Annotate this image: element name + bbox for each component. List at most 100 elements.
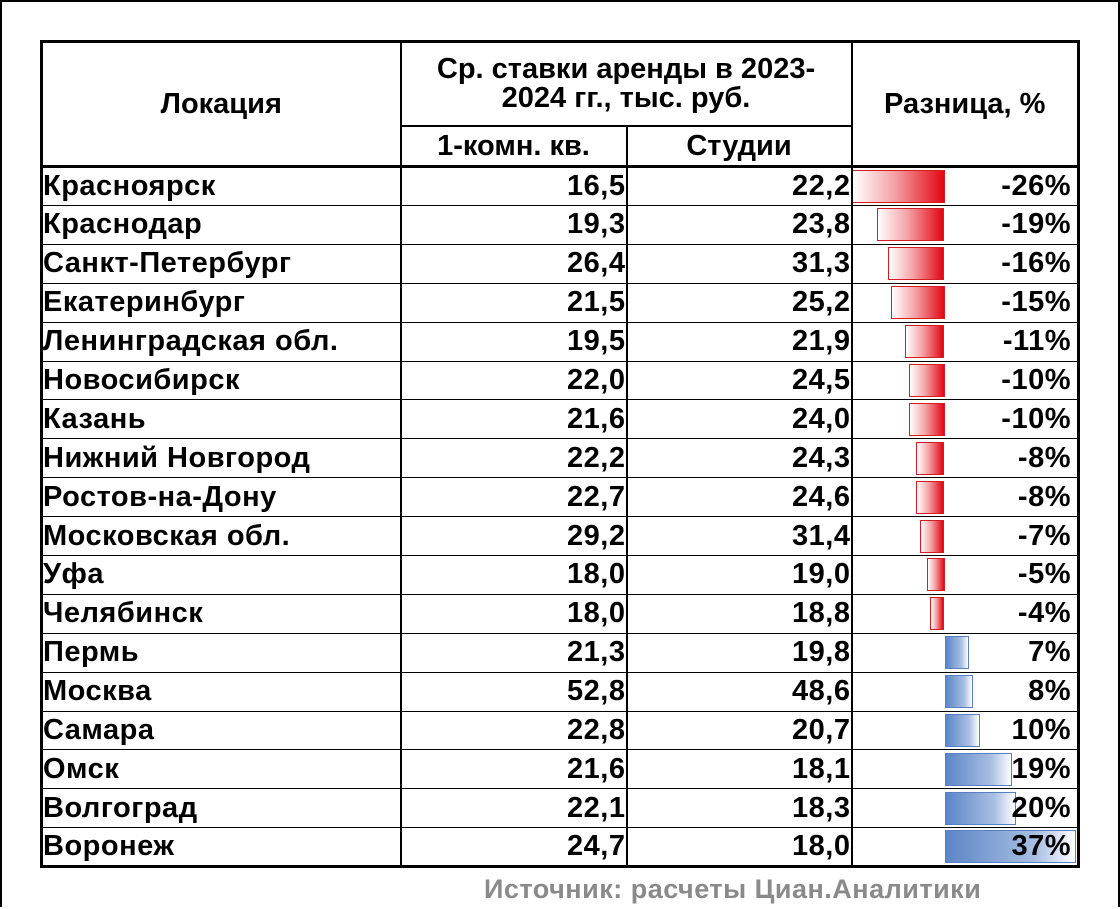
difference-bar	[944, 752, 1012, 786]
difference-value: 7%	[1028, 636, 1071, 669]
table-row: Уфа 18,0 19,0 -5%	[41, 555, 1079, 595]
cell-difference: -15%	[851, 282, 1079, 323]
difference-bar	[887, 247, 945, 281]
header-location: Локация	[41, 41, 402, 167]
cell-studio-rate: 23,8	[626, 205, 853, 245]
cell-location: Воронеж	[41, 827, 402, 867]
cell-one-room-rate: 21,3	[400, 632, 628, 673]
cell-studio-rate: 24,5	[626, 360, 853, 400]
header-studio: Студии	[686, 129, 792, 162]
difference-bar	[944, 636, 970, 670]
cell-location: Пермь	[41, 632, 402, 673]
cell-difference: 7%	[851, 632, 1079, 673]
cell-one-room-rate: 22,0	[400, 360, 628, 400]
cell-studio-rate: 18,8	[626, 593, 853, 634]
table-row: Ленинградская обл. 19,5 21,9 -11%	[41, 321, 1079, 362]
table-row: Ростов-на-Дону 22,7 24,6 -8%	[41, 477, 1079, 517]
difference-value: -26%	[1001, 170, 1071, 202]
difference-value: -15%	[1001, 286, 1071, 319]
cell-difference: -10%	[851, 360, 1079, 400]
cell-difference: 19%	[851, 749, 1079, 789]
cell-studio-rate: 22,2	[626, 166, 853, 206]
difference-bar	[919, 519, 945, 553]
cell-studio-rate: 48,6	[626, 671, 853, 712]
table-row: Новосибирск 22,0 24,5 -10%	[41, 360, 1079, 400]
cell-difference: 37%	[851, 827, 1079, 867]
cell-difference: -4%	[851, 593, 1079, 634]
table-row: Волгоград 22,1 18,3 20%	[41, 788, 1079, 828]
cell-one-room-rate: 26,4	[400, 243, 628, 284]
difference-value: 8%	[1028, 675, 1071, 708]
cell-difference: 20%	[851, 788, 1079, 828]
difference-value: -16%	[1001, 247, 1071, 280]
cell-one-room-rate: 16,5	[400, 166, 628, 206]
cell-one-room-rate: 22,2	[400, 438, 628, 478]
cell-difference: 10%	[851, 710, 1079, 750]
table-row: Нижний Новгород 22,2 24,3 -8%	[41, 438, 1079, 478]
cell-one-room-rate: 19,5	[400, 321, 628, 362]
cell-one-room-rate: 21,6	[400, 399, 628, 439]
cell-location: Самара	[41, 710, 402, 750]
cell-studio-rate: 20,7	[626, 710, 853, 750]
difference-bar	[891, 286, 945, 320]
difference-bar	[916, 480, 945, 514]
cell-location: Нижний Новгород	[41, 438, 402, 478]
table-row: Воронеж 24,7 18,0 37%	[41, 827, 1079, 867]
table-body: Красноярск 16,5 22,2 -26% Краснодар 19,3 23,8-…	[41, 166, 1079, 867]
table-row: Казань 21,6 24,0 -10%	[41, 399, 1079, 439]
cell-location: Санкт-Петербург	[41, 243, 402, 284]
difference-bar	[905, 325, 945, 359]
cell-one-room-rate: 24,7	[400, 827, 628, 867]
difference-bar	[852, 170, 945, 203]
cell-studio-rate: 24,0	[626, 399, 853, 439]
cell-location: Москва	[41, 671, 402, 712]
cell-studio-rate: 31,3	[626, 243, 853, 284]
cell-one-room-rate: 21,6	[400, 749, 628, 789]
cell-difference: 8%	[851, 671, 1079, 712]
difference-value: -19%	[1001, 208, 1071, 241]
difference-bar	[944, 675, 973, 709]
cell-studio-rate: 31,4	[626, 516, 853, 556]
cell-one-room-rate: 18,0	[400, 593, 628, 634]
difference-bar	[909, 364, 945, 397]
cell-one-room-rate: 22,8	[400, 710, 628, 750]
cell-one-room-rate: 19,3	[400, 205, 628, 245]
cell-location: Казань	[41, 399, 402, 439]
cell-one-room-rate: 22,1	[400, 788, 628, 828]
cell-one-room-rate: 22,7	[400, 477, 628, 517]
difference-value: -8%	[1017, 441, 1071, 474]
difference-bar	[926, 558, 945, 592]
cell-studio-rate: 18,0	[626, 827, 853, 867]
difference-value: -10%	[1001, 402, 1071, 435]
cell-location: Екатеринбург	[41, 282, 402, 323]
cell-difference: -11%	[851, 321, 1079, 362]
table-row: Пермь 21,3 19,8 7%	[41, 632, 1079, 673]
table-row: Москва 52,8 48,6 8%	[41, 671, 1079, 712]
difference-bar	[909, 402, 945, 436]
difference-value: -10%	[1001, 364, 1071, 396]
cell-studio-rate: 19,8	[626, 632, 853, 673]
cell-difference: -8%	[851, 477, 1079, 517]
table-row: Омск 21,6 18,1 19%	[41, 749, 1079, 789]
difference-bar	[930, 597, 945, 631]
difference-value: 10%	[1011, 714, 1071, 747]
difference-bar	[944, 714, 980, 748]
cell-location: Омск	[41, 749, 402, 789]
source-note: Источник: расчеты Циан.Аналитики	[484, 874, 982, 904]
difference-value: -5%	[1017, 558, 1071, 591]
cell-location: Ленинградская обл.	[41, 321, 402, 362]
table-header: Локация Ср. ставки аренды в 2023-2024 гг…	[41, 41, 1079, 167]
cell-one-room-rate: 18,0	[400, 555, 628, 595]
table-row: Екатеринбург 21,5 25,2 -15%	[41, 282, 1079, 323]
difference-value: -11%	[1002, 325, 1071, 358]
cell-location: Ростов-на-Дону	[41, 477, 402, 517]
table-row: Челябинск 18,0 18,8 -4%	[41, 593, 1079, 634]
difference-bar	[916, 441, 945, 475]
cell-location: Уфа	[41, 555, 402, 595]
table-row: Красноярск 16,5 22,2 -26%	[41, 166, 1079, 206]
difference-value: 19%	[1011, 752, 1071, 785]
cell-difference: -5%	[851, 555, 1079, 595]
header-rent-group: Ср. ставки аренды в 2023-2024 гг., тыс. …	[400, 41, 852, 127]
cell-studio-rate: 24,3	[626, 438, 853, 478]
